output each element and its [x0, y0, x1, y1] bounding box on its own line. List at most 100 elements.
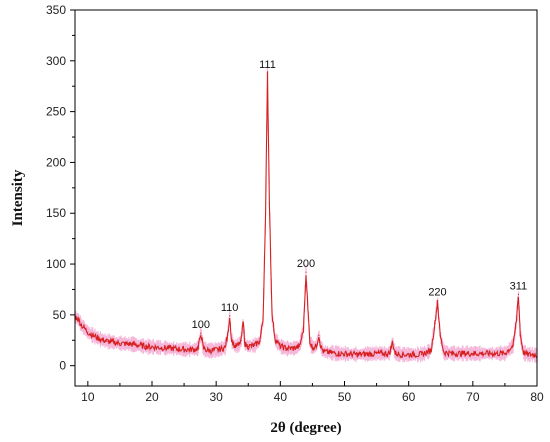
y-tick-label: 150 — [46, 206, 66, 220]
data-point — [262, 319, 264, 321]
data-point — [93, 335, 95, 337]
peak-label: 311 — [510, 281, 528, 293]
data-point — [519, 334, 521, 336]
data-point — [526, 353, 529, 356]
y-tick-label: 250 — [46, 105, 66, 119]
y-tick-label: 50 — [53, 308, 67, 322]
data-point — [522, 351, 525, 354]
data-point — [247, 345, 249, 347]
data-point — [356, 353, 358, 356]
data-point — [170, 347, 172, 349]
data-point — [231, 339, 233, 341]
x-tick-label: 80 — [530, 390, 544, 404]
y-tick-label: 300 — [46, 54, 66, 68]
series-layer — [74, 71, 538, 359]
data-point — [305, 271, 307, 273]
data-point — [307, 309, 309, 311]
data-point — [531, 353, 534, 356]
peak-label: 111 — [259, 59, 276, 71]
data-point — [240, 339, 242, 341]
data-point — [315, 345, 317, 347]
data-point — [491, 352, 493, 355]
y-axis-title: Intensity — [10, 169, 26, 226]
data-point — [212, 349, 214, 351]
data-point — [100, 338, 102, 340]
x-tick-label: 50 — [338, 390, 352, 404]
data-point — [274, 338, 276, 340]
data-point — [254, 344, 256, 346]
data-point — [311, 346, 313, 348]
data-point — [512, 344, 514, 346]
plot-frame — [74, 9, 538, 387]
data-point — [145, 345, 147, 347]
y-tick-label: 0 — [59, 359, 66, 373]
data-point — [238, 344, 240, 346]
data-point — [436, 300, 439, 302]
data-point — [292, 347, 294, 349]
data-point — [320, 345, 322, 347]
data-point — [200, 332, 202, 334]
data-point — [229, 315, 231, 317]
peak-label: 110 — [221, 302, 239, 314]
data-point — [327, 351, 330, 354]
x-axis-title: 2θ (degree) — [270, 420, 341, 436]
data-point — [302, 329, 304, 331]
data-point — [183, 348, 185, 350]
data-point — [271, 314, 273, 316]
data-point — [318, 334, 320, 336]
data-point — [453, 352, 455, 355]
peak-label: 200 — [297, 258, 315, 270]
data-point — [106, 340, 108, 342]
data-point — [286, 347, 288, 349]
x-tick-label: 40 — [274, 390, 288, 404]
noise-layer — [74, 68, 538, 363]
data-point — [259, 340, 261, 342]
data-point — [376, 352, 378, 355]
data-point — [206, 349, 208, 351]
data-point — [515, 319, 518, 321]
series-line — [74, 71, 538, 359]
noise-band — [74, 68, 538, 363]
data-point — [227, 334, 229, 336]
x-tick-label: 70 — [466, 390, 480, 404]
data-point — [77, 318, 79, 320]
data-point — [87, 331, 89, 333]
data-point — [401, 353, 403, 356]
x-tick-label: 10 — [81, 390, 95, 404]
data-point — [266, 72, 269, 74]
data-point — [242, 321, 244, 323]
data-point — [337, 352, 339, 355]
data-point — [392, 341, 394, 343]
peak-label: 100 — [192, 319, 210, 331]
data-point — [218, 348, 220, 350]
data-point — [309, 340, 311, 342]
data-point — [430, 349, 432, 351]
data-point — [119, 342, 121, 344]
data-point — [517, 293, 520, 296]
y-tick-label: 350 — [46, 3, 66, 17]
data-point — [504, 352, 506, 355]
data-point — [234, 345, 236, 347]
data-point — [197, 347, 199, 349]
data-point — [268, 202, 270, 204]
x-tick-label: 30 — [209, 390, 223, 404]
x-tick-label: 20 — [145, 390, 159, 404]
y-tick-label: 200 — [46, 155, 66, 169]
data-point — [394, 352, 396, 355]
x-axis: 10 20 30 40 50 60 70 80 — [81, 381, 544, 404]
data-point — [299, 345, 301, 347]
data-point — [202, 347, 204, 349]
data-point — [224, 346, 226, 348]
data-point — [434, 322, 436, 324]
data-point — [322, 350, 324, 352]
data-point — [244, 343, 246, 345]
x-tick-label: 60 — [402, 390, 416, 404]
data-point — [388, 352, 390, 355]
data-point — [279, 345, 281, 347]
y-axis: 0 50 100 150 200 250 300 350 — [46, 3, 75, 373]
data-point — [157, 346, 159, 348]
data-point — [80, 324, 82, 326]
data-point — [439, 334, 441, 336]
y-tick-label: 100 — [46, 257, 66, 271]
